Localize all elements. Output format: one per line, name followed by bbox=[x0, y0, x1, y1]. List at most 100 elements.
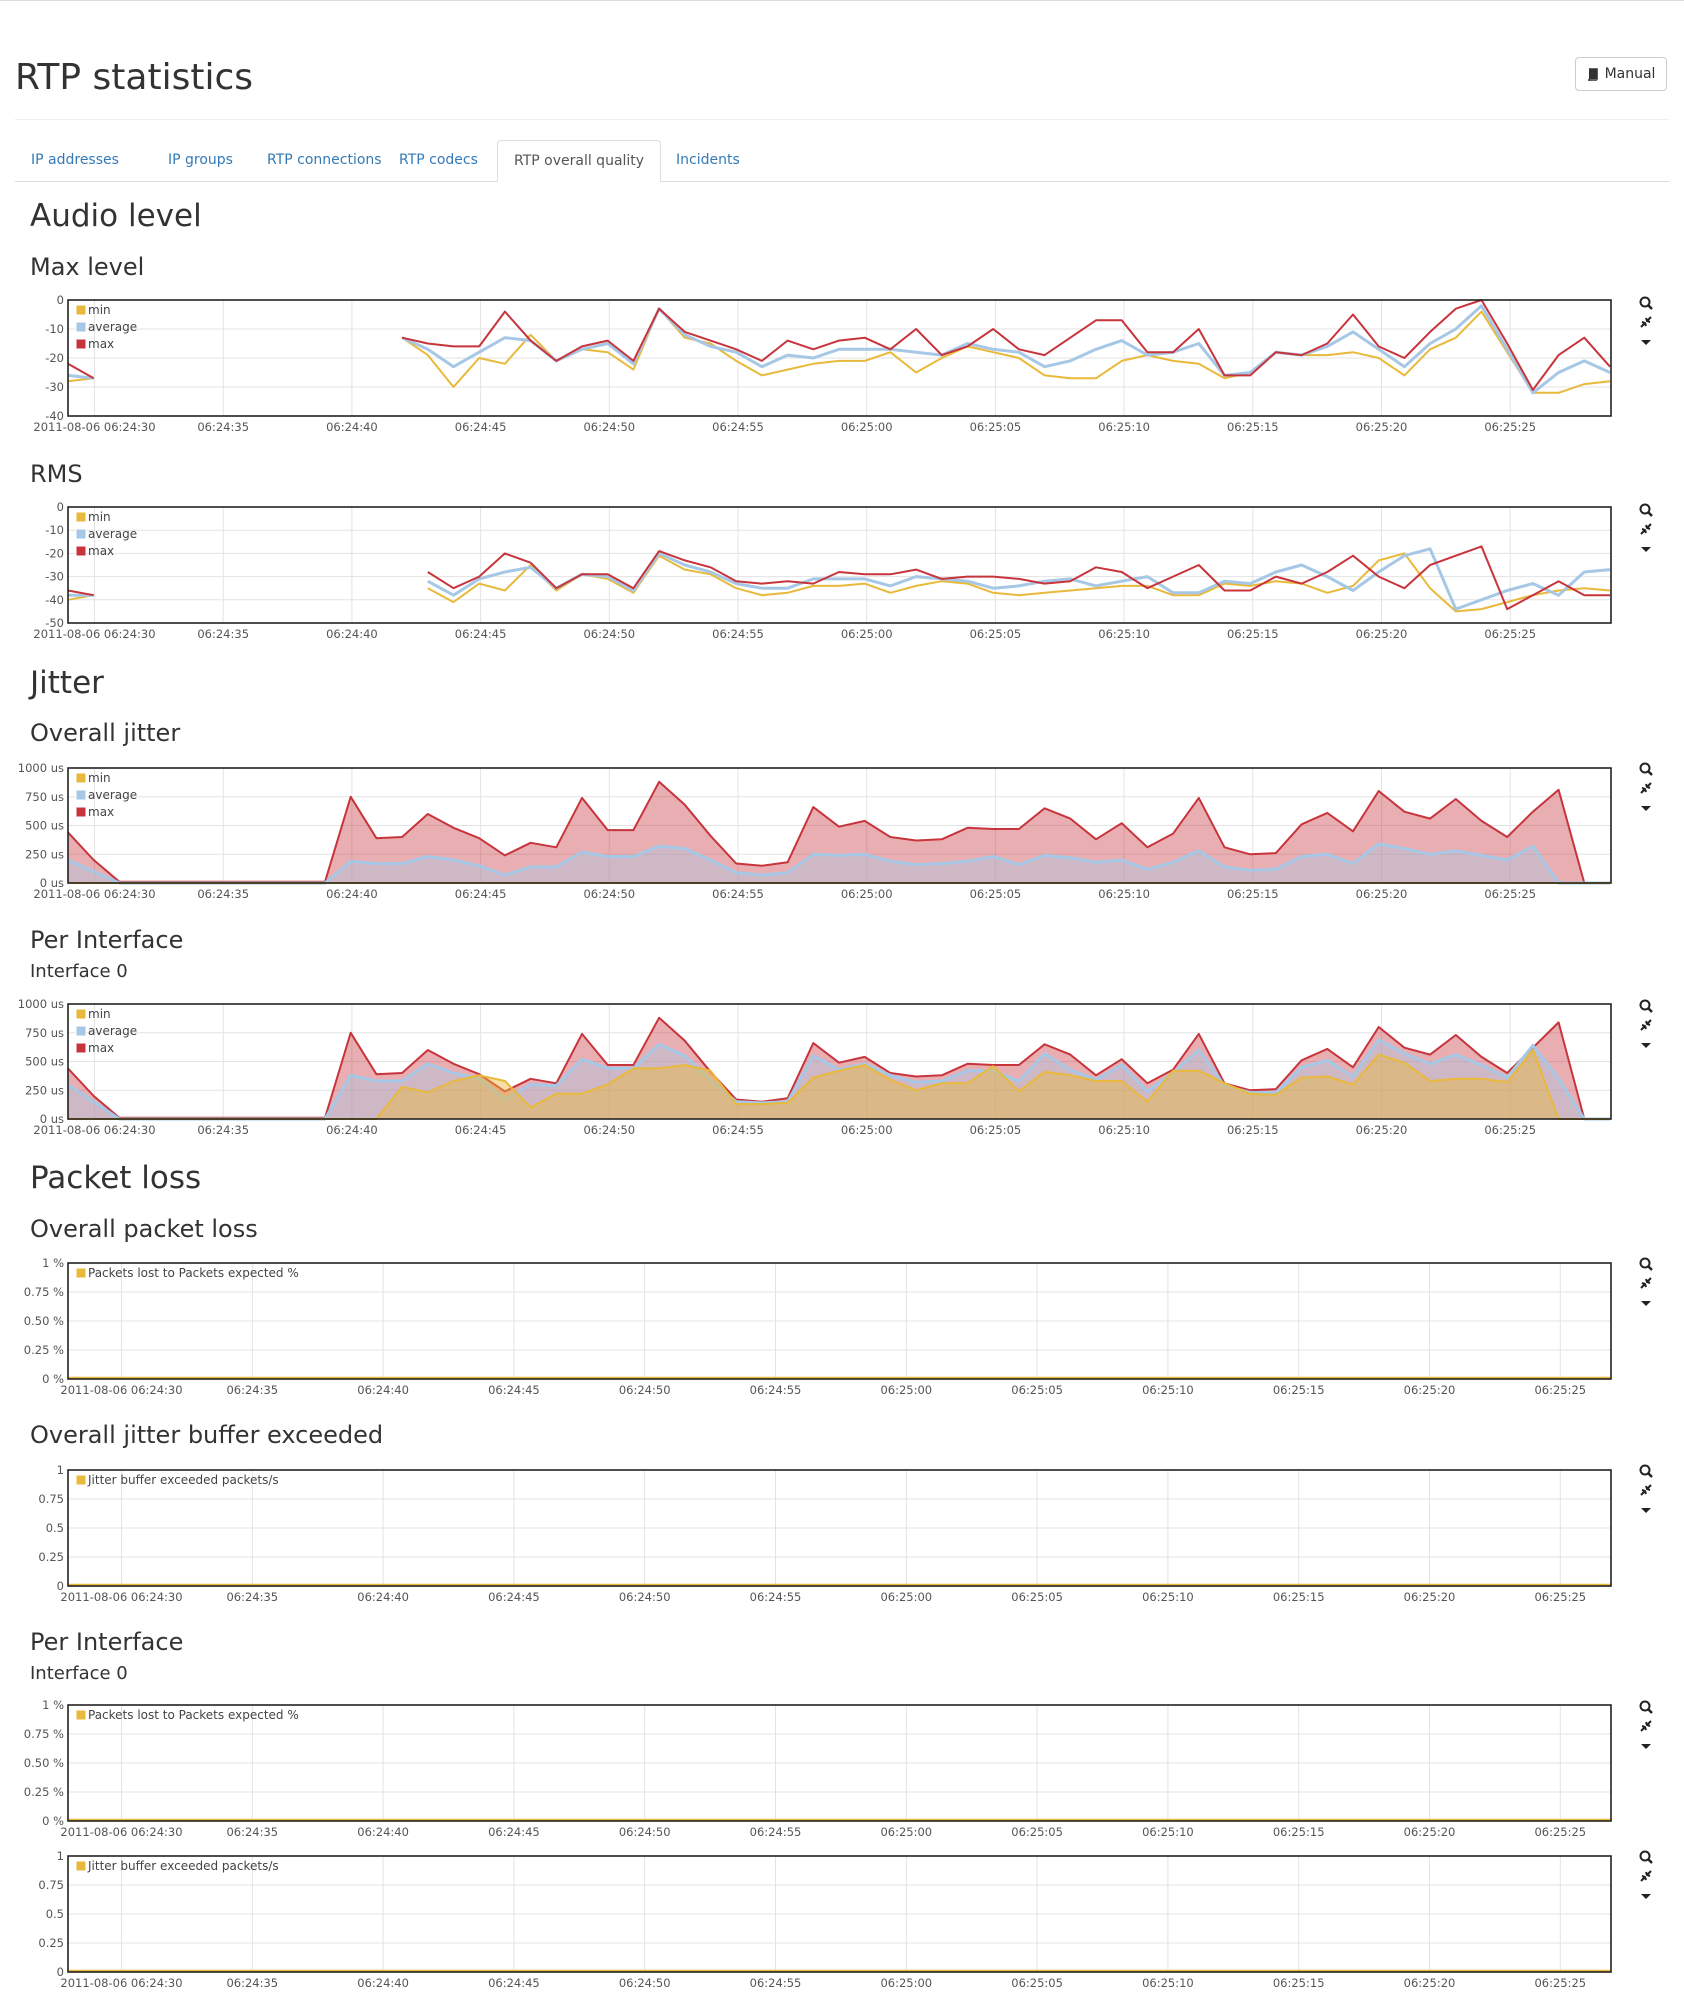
plot-frame bbox=[67, 1262, 1612, 1380]
menu-caret-icon[interactable] bbox=[1641, 1508, 1651, 1513]
reset-zoom-icon[interactable] bbox=[1640, 1277, 1652, 1289]
legend-label: max bbox=[88, 544, 114, 558]
x-tick-label: 06:25:05 bbox=[970, 627, 1022, 641]
chart-rms[interactable]: 2011-08-06 06:24:30 06:24:35 06:24:40 06:24… bbox=[0, 497, 1684, 653]
heading-interface-0-loss: Interface 0 bbox=[30, 1663, 128, 1684]
x-tick-label: 06:24:50 bbox=[619, 1976, 671, 1990]
zoom-icon-handle bbox=[1647, 1472, 1653, 1478]
tab-rtp-codecs[interactable]: RTP codecs bbox=[399, 152, 478, 168]
y-tick-label: -40 bbox=[45, 409, 64, 423]
series-line-min bbox=[401, 307, 1611, 394]
series-area-min bbox=[68, 1050, 1610, 1119]
y-tick-label: 1 bbox=[57, 1849, 64, 1863]
series-line-max bbox=[67, 362, 95, 380]
reset-zoom-icon[interactable] bbox=[1640, 523, 1652, 535]
y-tick-label: 1 bbox=[57, 1463, 64, 1477]
x-tick-label: 06:25:00 bbox=[841, 1123, 893, 1137]
legend-swatch bbox=[75, 545, 87, 557]
y-tick-label: -20 bbox=[45, 546, 64, 560]
tab-ip-addresses[interactable]: IP addresses bbox=[31, 152, 119, 168]
x-tick-label: 06:24:45 bbox=[455, 1123, 507, 1137]
reset-zoom-icon[interactable] bbox=[1640, 316, 1652, 328]
chart-max-level[interactable]: 2011-08-06 06:24:30 06:24:35 06:24:40 06:24… bbox=[0, 290, 1684, 446]
menu-caret-icon[interactable] bbox=[1641, 1043, 1651, 1048]
reset-zoom-icon[interactable] bbox=[1640, 1870, 1652, 1882]
zoom-icon-handle bbox=[1647, 770, 1653, 776]
zoom-icon[interactable] bbox=[1639, 503, 1653, 517]
menu-caret-icon-shape bbox=[1641, 1043, 1651, 1048]
top-border bbox=[0, 0, 1684, 1]
menu-caret-icon[interactable] bbox=[1641, 340, 1651, 345]
menu-caret-icon[interactable] bbox=[1641, 1744, 1651, 1749]
x-tick-label: 06:25:15 bbox=[1273, 1976, 1325, 1990]
series-line-average bbox=[67, 373, 94, 380]
chart-toolbar bbox=[1639, 762, 1653, 811]
legend-label: average bbox=[88, 788, 137, 802]
chart-heading-overall-packet-loss: Overall packet loss bbox=[30, 1215, 258, 1243]
zoom-icon[interactable] bbox=[1639, 999, 1653, 1013]
zoom-icon-handle bbox=[1647, 1708, 1653, 1714]
zoom-icon[interactable] bbox=[1639, 1464, 1653, 1478]
x-tick-label: 06:25:10 bbox=[1142, 1383, 1194, 1397]
zoom-icon[interactable] bbox=[1639, 1257, 1653, 1271]
menu-caret-icon[interactable] bbox=[1641, 806, 1651, 811]
y-tick-label: 0 bbox=[57, 293, 64, 307]
zoom-icon[interactable] bbox=[1639, 1850, 1653, 1864]
y-tick-label: -30 bbox=[45, 570, 64, 584]
x-tick-label: 2011-08-06 06:24:30 bbox=[33, 1123, 155, 1137]
zoom-icon-handle bbox=[1647, 1265, 1653, 1271]
plot-frame bbox=[67, 1704, 1612, 1822]
title-divider bbox=[15, 119, 1669, 120]
x-tick-label: 06:25:10 bbox=[1142, 1976, 1194, 1990]
legend-swatch bbox=[75, 1474, 87, 1486]
x-tick-label: 06:25:05 bbox=[970, 420, 1022, 434]
series-area-max bbox=[68, 781, 1610, 883]
x-tick-label: 06:24:50 bbox=[583, 887, 635, 901]
reset-zoom-icon[interactable] bbox=[1640, 1484, 1652, 1496]
y-tick-label: 0.75 bbox=[38, 1492, 64, 1506]
reset-zoom-icon-arrows bbox=[1640, 1720, 1652, 1732]
y-tick-label: 750 us bbox=[25, 790, 64, 804]
zoom-icon-handle bbox=[1647, 1858, 1653, 1864]
x-tick-label: 06:24:35 bbox=[197, 887, 249, 901]
reset-zoom-icon-arrows bbox=[1640, 1484, 1652, 1496]
zoom-icon[interactable] bbox=[1639, 296, 1653, 310]
menu-caret-icon[interactable] bbox=[1641, 1301, 1651, 1306]
legend-label: Jitter buffer exceeded packets/s bbox=[87, 1473, 279, 1487]
tab-rtp-overall-quality[interactable]: RTP overall quality bbox=[497, 140, 662, 182]
chart-overall-packet-loss[interactable]: 2011-08-06 06:24:30 06:24:35 06:24:40 06:24… bbox=[0, 1253, 1684, 1409]
legend-label: average bbox=[88, 1024, 137, 1038]
manual-button[interactable]: Manual bbox=[1575, 57, 1667, 91]
zoom-icon-lens bbox=[1639, 296, 1651, 308]
menu-caret-icon[interactable] bbox=[1641, 1894, 1651, 1899]
menu-caret-icon[interactable] bbox=[1641, 547, 1651, 552]
tab-incidents[interactable]: Incidents bbox=[676, 152, 740, 168]
x-tick-label: 06:25:15 bbox=[1227, 887, 1279, 901]
reset-zoom-icon[interactable] bbox=[1640, 1720, 1652, 1732]
legend-label: min bbox=[88, 771, 111, 785]
y-tick-label: -30 bbox=[45, 380, 64, 394]
x-tick-label: 2011-08-06 06:24:30 bbox=[60, 1590, 182, 1604]
tab-bar: IP addresses IP groups RTP connections R… bbox=[15, 140, 1669, 182]
chart-overall-jitter[interactable]: 2011-08-06 06:24:30 06:24:35 06:24:40 06:24… bbox=[0, 758, 1684, 913]
reset-zoom-icon[interactable] bbox=[1640, 1019, 1652, 1031]
zoom-icon[interactable] bbox=[1639, 762, 1653, 776]
series-line-average bbox=[427, 547, 1611, 611]
y-tick-label: 0.5 bbox=[46, 1521, 64, 1535]
tab-rtp-connections[interactable]: RTP connections bbox=[267, 152, 382, 168]
chart-interface0-packet-loss[interactable]: 2011-08-06 06:24:30 06:24:35 06:24:40 06:24… bbox=[0, 1695, 1684, 1851]
menu-caret-icon-shape bbox=[1641, 340, 1651, 345]
chart-overall-jitter-buffer[interactable]: 2011-08-06 06:24:30 06:24:35 06:24:40 06:24… bbox=[0, 1460, 1684, 1616]
reset-zoom-icon[interactable] bbox=[1640, 782, 1652, 794]
legend-swatch bbox=[75, 806, 87, 818]
zoom-icon[interactable] bbox=[1639, 1700, 1653, 1714]
legend-swatch bbox=[75, 321, 87, 333]
chart-interface0-jitter[interactable]: 2011-08-06 06:24:30 06:24:35 06:24:40 06:24… bbox=[0, 994, 1684, 1149]
chart-interface0-jitter-buffer[interactable]: 2011-08-06 06:24:30 06:24:35 06:24:40 06:24… bbox=[0, 1846, 1684, 2002]
x-tick-label: 06:24:35 bbox=[226, 1590, 278, 1604]
chart-toolbar bbox=[1639, 1850, 1653, 1899]
tab-ip-groups[interactable]: IP groups bbox=[168, 152, 233, 168]
series-line-max bbox=[67, 589, 94, 597]
heading-per-interface-jitter: Per Interface bbox=[30, 926, 184, 954]
chart-heading-overall-jitter: Overall jitter bbox=[30, 719, 181, 747]
